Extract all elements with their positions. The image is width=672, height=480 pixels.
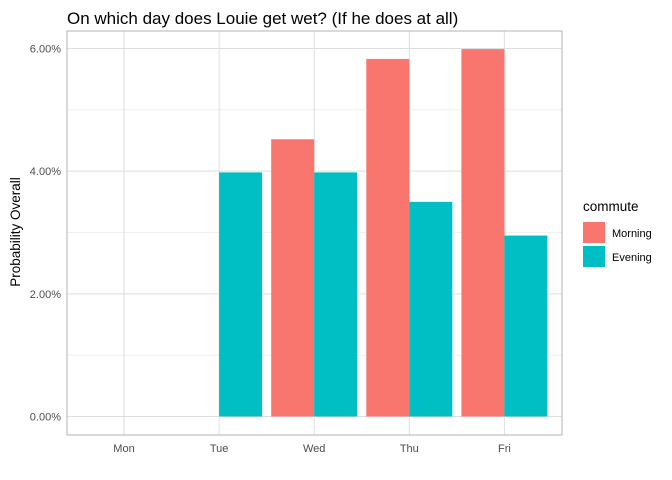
y-tick-label: 0.00% (30, 412, 61, 424)
legend-key-evening (583, 246, 605, 267)
bar-morning-wed (271, 139, 315, 417)
legend-key-morning (583, 222, 605, 243)
bar-evening-tue (219, 172, 263, 417)
y-tick-label: 6.00% (30, 44, 61, 56)
x-tick-label-thu: Thu (400, 443, 419, 455)
y-tick-label: 2.00% (30, 289, 61, 301)
x-tick-label-tue: Tue (210, 443, 229, 455)
legend-label-morning: Morning (612, 228, 652, 240)
bar-evening-fri (504, 235, 548, 417)
bar-evening-wed (314, 172, 358, 417)
x-tick-label-wed: Wed (303, 443, 325, 455)
bar-morning-fri (461, 49, 505, 417)
legend-title: commute (583, 199, 639, 214)
legend-label-evening: Evening (612, 252, 652, 264)
plot-panel: 0.00% 2.00% 4.00% 6.00% Mon Tue Wed Thu Fri (30, 30, 563, 455)
y-tick-label: 4.00% (30, 166, 61, 178)
panel-border (66, 30, 563, 436)
x-tick-label-mon: Mon (113, 443, 134, 455)
x-tick-label-fri: Fri (498, 443, 511, 455)
chart-title: On which day does Louie get wet? (If he … (67, 9, 458, 28)
bar-morning-thu (366, 58, 410, 417)
bar-evening-thu (409, 201, 453, 417)
y-axis-title: Probability Overall (8, 177, 23, 287)
legend: commute Morning Evening (583, 199, 652, 267)
